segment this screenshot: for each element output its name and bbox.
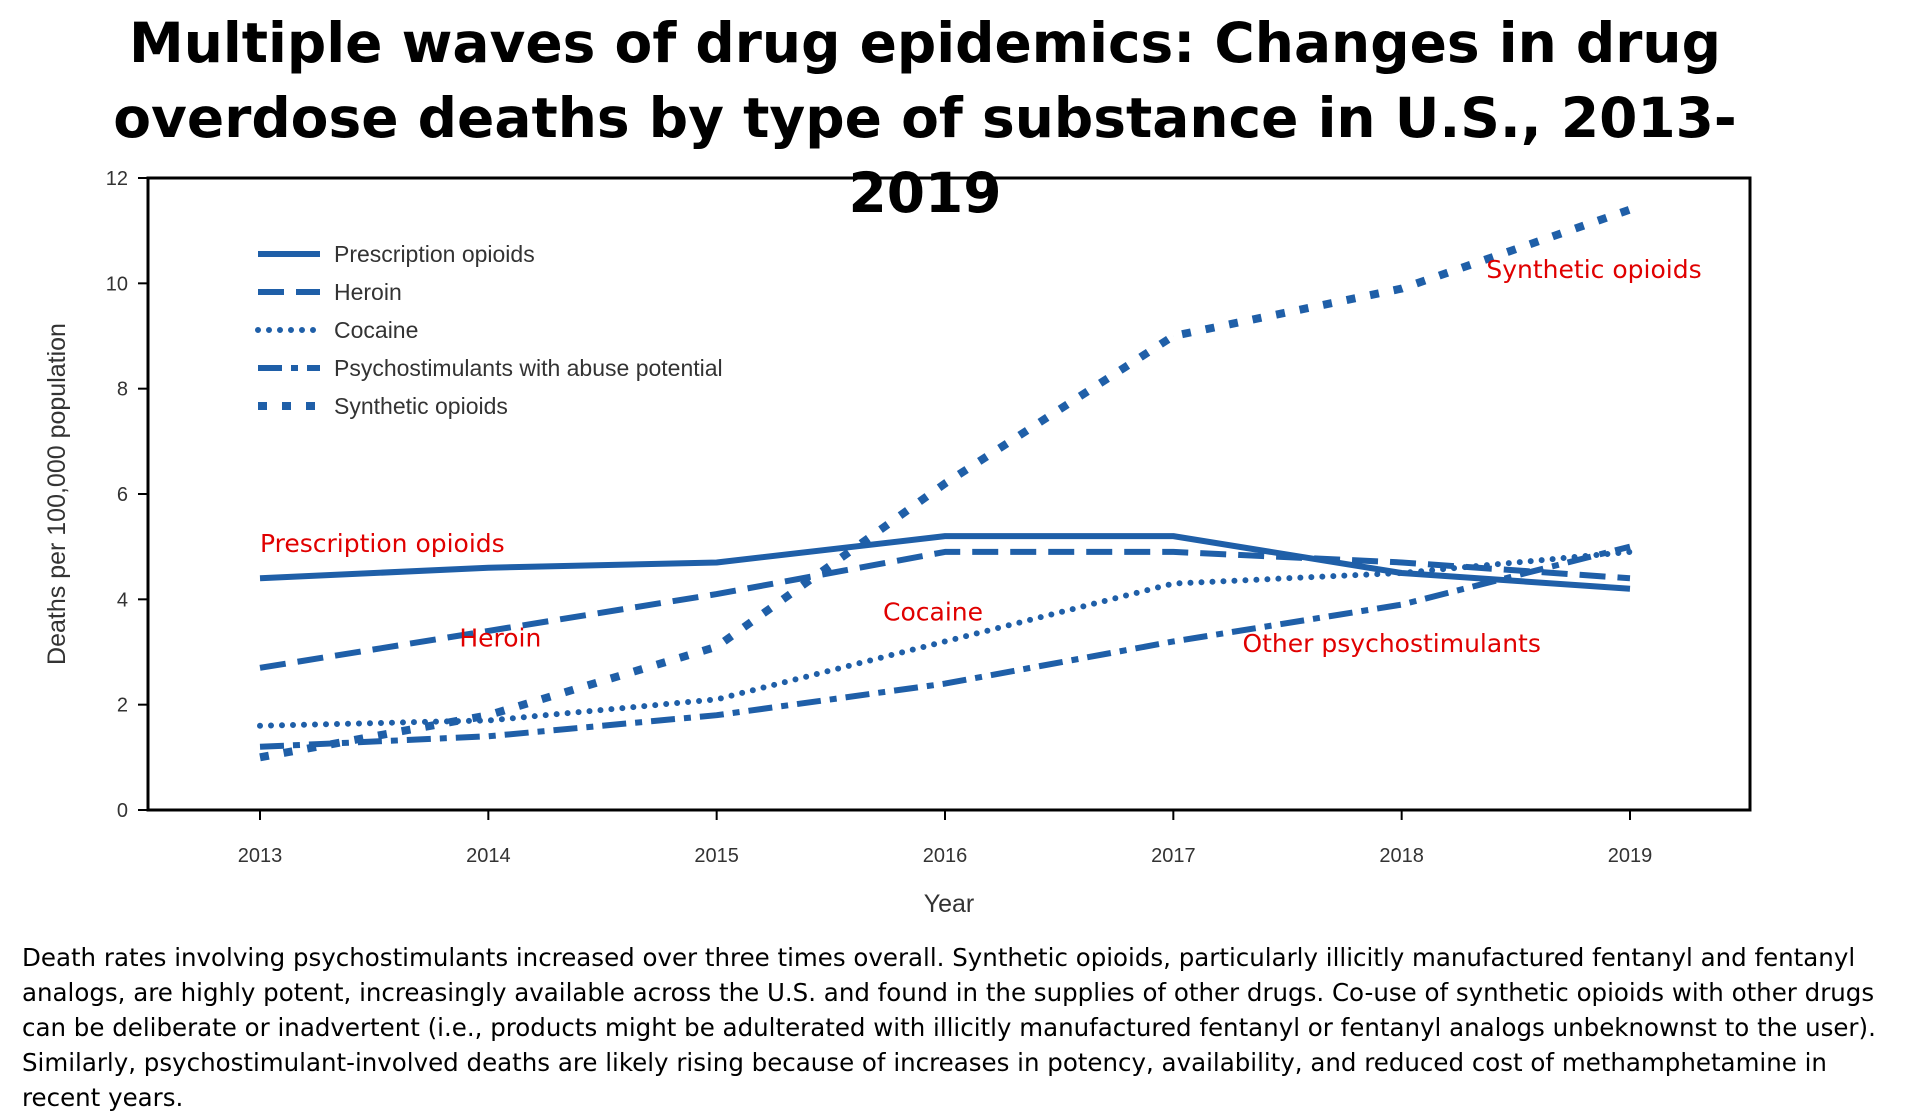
annotation-label: Prescription opioids xyxy=(260,529,505,558)
legend-label-cocaine: Cocaine xyxy=(334,317,418,343)
line-chart: 0 2 4 6 8 10 12 2013 2014 2015 2016 2017 2018 2019 Yea… xyxy=(0,0,1909,940)
legend-label-prescription-opioids: Prescription opioids xyxy=(334,241,535,267)
y-tick-label: 6 xyxy=(117,484,128,506)
x-tick-label: 2013 xyxy=(238,845,283,867)
x-axis-title: Year xyxy=(924,890,975,918)
annotation-label: Other psychostimulants xyxy=(1242,629,1540,658)
y-tick-label: 10 xyxy=(106,273,128,295)
x-tick-label: 2015 xyxy=(694,845,739,867)
annotation-label: Synthetic opioids xyxy=(1486,255,1701,284)
y-axis-title: Deaths per 100,000 population xyxy=(43,323,71,665)
y-tick-label: 2 xyxy=(117,695,128,717)
y-tick-label: 4 xyxy=(117,589,128,611)
x-tick-label: 2017 xyxy=(1151,845,1196,867)
x-tick-label: 2016 xyxy=(923,845,968,867)
series-layer xyxy=(260,210,1630,758)
legend: Prescription opioids Heroin Cocaine Psychos… xyxy=(258,241,723,419)
annotation-label: Cocaine xyxy=(883,597,983,626)
annotation-label: Heroin xyxy=(459,624,541,653)
legend-label-heroin: Heroin xyxy=(334,279,402,305)
legend-label-psychostimulants-with-abuse-potential: Psychostimulants with abuse potential xyxy=(334,355,723,381)
y-tick-label: 8 xyxy=(117,379,128,401)
x-tick-label: 2019 xyxy=(1608,845,1653,867)
y-tick-label: 12 xyxy=(106,168,128,190)
x-tick-label: 2014 xyxy=(466,845,511,867)
x-tick-label: 2018 xyxy=(1379,845,1424,867)
y-tick-label: 0 xyxy=(117,800,128,822)
legend-label-synthetic-opioids: Synthetic opioids xyxy=(334,393,508,419)
caption-text: Death rates involving psychostimulants i… xyxy=(22,940,1902,1115)
